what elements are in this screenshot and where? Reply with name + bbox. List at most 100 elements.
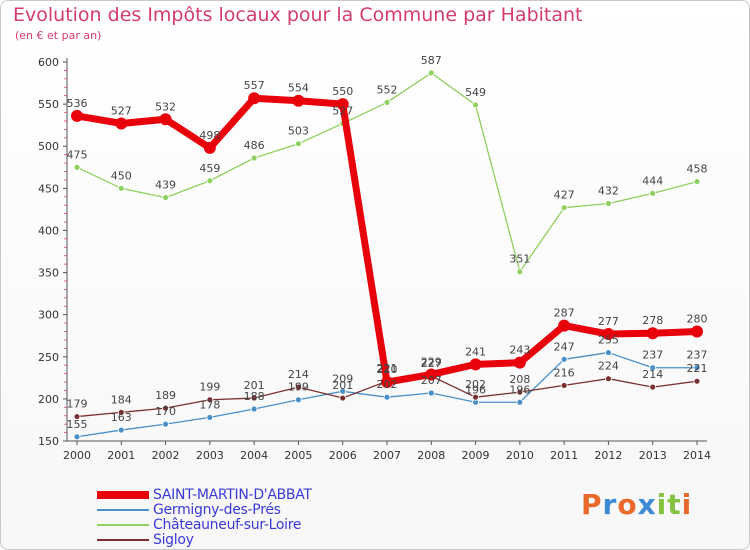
data-point (339, 387, 347, 395)
data-point (693, 377, 701, 385)
data-label: 196 (465, 383, 486, 396)
logo-letter: x (637, 488, 657, 521)
logo-letter: t (667, 488, 682, 521)
x-tick-label: 2014 (683, 449, 711, 462)
data-label: 427 (554, 189, 575, 202)
x-tick-label: 2000 (63, 449, 91, 462)
data-point (115, 117, 128, 130)
data-label: 278 (642, 314, 663, 327)
data-point (646, 327, 659, 340)
data-label: 188 (244, 390, 265, 403)
data-label: 224 (598, 360, 619, 373)
data-point (339, 394, 347, 402)
data-point (162, 194, 169, 201)
data-label: 243 (509, 344, 530, 357)
data-point (472, 101, 479, 109)
data-point (117, 408, 125, 416)
data-point (425, 368, 438, 381)
data-point (469, 358, 482, 371)
data-label: 432 (598, 184, 619, 197)
data-label: 196 (509, 383, 530, 396)
data-point (516, 268, 524, 276)
data-point (560, 355, 568, 363)
y-tick-label: 200 (38, 393, 59, 406)
data-point (691, 325, 703, 338)
x-tick-label: 2003 (196, 449, 224, 462)
data-label: 587 (421, 54, 442, 67)
data-label: 255 (598, 334, 619, 347)
x-tick-label: 2007 (373, 449, 401, 462)
logo-letter: i (681, 488, 693, 521)
legend-swatch (97, 490, 149, 499)
data-point (162, 404, 169, 412)
data-label: 552 (377, 83, 398, 96)
data-point (427, 389, 435, 397)
data-point (336, 98, 349, 111)
data-label: 214 (288, 368, 309, 381)
y-tick-label: 400 (38, 224, 59, 237)
x-tick-label: 2004 (240, 449, 268, 462)
x-tick-label: 2008 (417, 449, 445, 462)
y-tick-label: 300 (38, 309, 59, 322)
data-point (295, 383, 302, 391)
data-point (117, 426, 125, 434)
data-label: 241 (465, 345, 486, 358)
legend-item: Châteauneuf-sur-Loire (97, 517, 312, 533)
data-label: 444 (642, 174, 663, 187)
x-tick-label: 2001 (107, 449, 135, 462)
data-point (383, 393, 391, 401)
y-tick-label: 500 (38, 140, 59, 153)
data-label: 280 (687, 313, 708, 326)
data-label: 221 (687, 362, 708, 375)
data-label: 458 (687, 163, 708, 176)
data-label: 221 (377, 362, 398, 375)
data-label: 189 (155, 389, 176, 402)
data-label: 202 (377, 378, 398, 391)
legend-label: Germigny-des-Prés (153, 501, 281, 518)
data-point (383, 99, 391, 106)
data-label: 459 (199, 162, 220, 175)
data-point (381, 376, 393, 389)
data-point (649, 383, 657, 391)
data-point (560, 204, 568, 212)
data-point (73, 163, 81, 171)
legend-item: Sigloy (97, 532, 312, 548)
data-point (71, 109, 83, 122)
data-label: 229 (421, 355, 442, 368)
data-point (206, 177, 214, 185)
data-label: 184 (111, 393, 132, 406)
data-point (159, 113, 172, 126)
y-tick-label: 550 (38, 98, 59, 111)
data-point (206, 414, 214, 421)
data-label: 549 (465, 86, 486, 99)
data-label: 450 (111, 169, 132, 182)
data-point (560, 382, 568, 389)
data-point (605, 349, 612, 356)
data-point (162, 420, 169, 428)
legend-item: Germigny-des-Prés (97, 501, 312, 518)
y-tick-label: 450 (38, 182, 59, 195)
data-label: 503 (288, 125, 309, 138)
data-label: 527 (332, 104, 353, 117)
data-label: 557 (244, 79, 265, 92)
data-label: 498 (199, 129, 220, 142)
data-label: 201 (244, 379, 265, 392)
data-label: 207 (421, 374, 442, 387)
x-tick-label: 2005 (284, 449, 312, 462)
data-label: 237 (687, 349, 708, 362)
y-tick-label: 350 (38, 267, 59, 280)
data-point (73, 433, 81, 441)
data-point (427, 69, 435, 77)
data-label: 486 (244, 139, 265, 152)
data-point (558, 319, 571, 332)
data-label: 527 (111, 104, 132, 117)
data-label: 214 (642, 368, 663, 381)
legend-swatch (97, 523, 149, 526)
data-point (117, 184, 125, 192)
data-label: 209 (332, 372, 353, 385)
logo-letter: o (617, 488, 638, 521)
data-point (203, 141, 216, 154)
x-tick-label: 2009 (462, 449, 490, 462)
